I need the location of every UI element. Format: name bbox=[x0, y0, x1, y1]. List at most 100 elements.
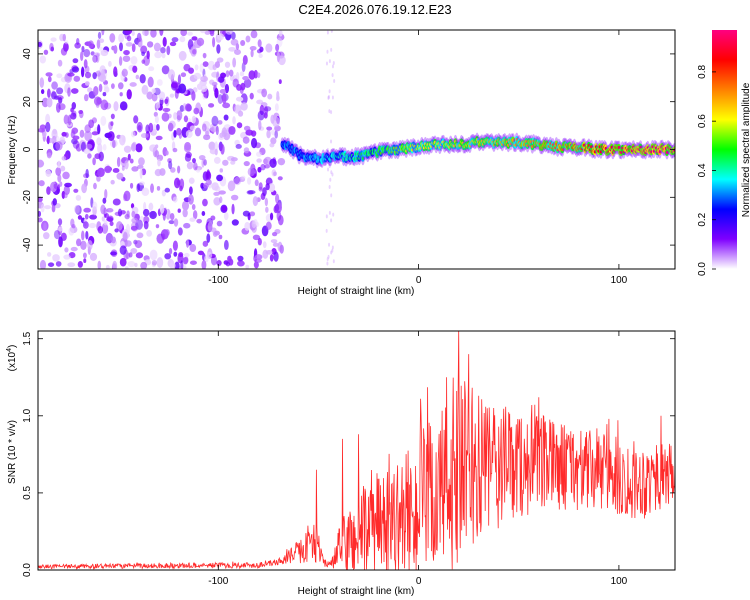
spectrogram-noise-cell bbox=[253, 69, 258, 79]
spectrogram-noise-cell bbox=[209, 148, 218, 155]
spectrogram-noise-cell bbox=[212, 36, 216, 48]
spectrogram-noise-cell bbox=[100, 115, 107, 126]
spectrogram-noise-cell bbox=[108, 60, 112, 67]
spectrogram-noise-cell bbox=[140, 45, 148, 54]
spectrogram-noise-cell bbox=[116, 156, 121, 168]
spectrogram-noise-cell bbox=[227, 180, 236, 192]
spectrogram-noise-cell bbox=[247, 177, 252, 185]
spectrogram-noise-cell bbox=[183, 252, 190, 258]
spectrogram-noise-cell bbox=[183, 144, 192, 153]
spectrogram-noise-cell bbox=[253, 261, 259, 269]
spectrogram-noise-cell bbox=[129, 82, 137, 87]
spectrogram-noise-cell bbox=[329, 177, 332, 182]
spectrogram-noise-cell bbox=[83, 258, 87, 263]
spectrogram-noise-cell bbox=[62, 33, 67, 42]
spectrogram-noise-cell bbox=[93, 182, 97, 190]
spectrogram-noise-cell bbox=[252, 234, 261, 241]
spectrogram-noise-cell bbox=[67, 262, 76, 268]
spectrogram-noise-cell bbox=[73, 188, 79, 193]
spectrogram-panel: -100 0 100 -40 -20 0 20 40 Height of straight … bbox=[7, 29, 676, 297]
spectrogram-noise-cell bbox=[262, 187, 267, 197]
spectrogram-noise-cell bbox=[154, 115, 159, 124]
spectrogram-noise-cell bbox=[219, 196, 223, 204]
spectrogram-noise-cell bbox=[98, 83, 103, 93]
spectrogram-noise-cell bbox=[83, 93, 89, 102]
spectrogram-noise-cell bbox=[74, 205, 80, 214]
spectrogram-noise-cell bbox=[131, 30, 135, 36]
spectrogram-noise-cell bbox=[232, 116, 236, 125]
spectrogram-noise-cell bbox=[330, 30, 333, 33]
spectrogram-noise-cell bbox=[330, 170, 333, 175]
spectrogram-noise-cell bbox=[138, 157, 145, 166]
spectrogram-noise-cell bbox=[233, 176, 242, 186]
spectrogram-noise-cell bbox=[178, 252, 184, 258]
spectrogram-noise-cell bbox=[177, 165, 181, 174]
spectrogram-noise-cell bbox=[142, 208, 150, 217]
spectrogram-noise-cell bbox=[149, 144, 157, 152]
spectrogram-noise-cell bbox=[136, 232, 144, 239]
spectrogram-ridge-core bbox=[410, 148, 414, 152]
spectrogram-noise-cell bbox=[97, 31, 102, 39]
spectrogram-noise-cell bbox=[155, 224, 160, 229]
spectrogram-noise-cell bbox=[327, 254, 330, 259]
spectrogram-noise-cell bbox=[162, 210, 166, 221]
spectrogram-noise-cell bbox=[102, 143, 107, 151]
colorbar-tick-label: 0.4 bbox=[697, 163, 708, 177]
spectrogram-noise-cell bbox=[250, 130, 257, 137]
spectrogram-noise-cell bbox=[242, 136, 250, 144]
spectrogram-noise-cell bbox=[110, 179, 115, 185]
spectrogram-noise-cell bbox=[148, 202, 154, 211]
spectrogram-noise-cell bbox=[110, 251, 117, 256]
spectrogram-noise-cell bbox=[47, 88, 51, 99]
spectrogram-noise-cell bbox=[191, 115, 197, 124]
spectrogram-noise-cell bbox=[202, 61, 209, 67]
spectrogram-noise-cell bbox=[254, 179, 259, 187]
spectrogram-noise-cell bbox=[249, 92, 254, 100]
spectrogram-noise-cell bbox=[167, 69, 176, 80]
spectrogram-noise-cell bbox=[137, 164, 144, 169]
spectrogram-ridge-core bbox=[514, 143, 517, 147]
spectrogram-noise-cell bbox=[150, 183, 154, 194]
spectrogram-noise-cell bbox=[161, 65, 170, 75]
spectrogram-noise-cell bbox=[155, 144, 159, 149]
spectrogram-noise-cell bbox=[155, 124, 160, 131]
spectrogram-noise-cell bbox=[217, 94, 223, 104]
spectrogram-noise-cell bbox=[96, 175, 101, 182]
spectrogram-noise-cell bbox=[266, 129, 271, 139]
spectrogram-noise-cell bbox=[83, 207, 91, 213]
spectrogram-noise-cell bbox=[118, 33, 125, 43]
spectrogram-y-tick-label: -20 bbox=[22, 190, 33, 205]
spectrogram-noise-cell bbox=[169, 262, 176, 269]
spectrogram-noise-cell bbox=[173, 177, 181, 189]
spectrogram-noise-cell bbox=[113, 66, 118, 77]
spectrogram-noise-cell bbox=[178, 50, 187, 61]
spectrogram-noise-cell bbox=[221, 127, 228, 138]
spectrogram-noise-cell bbox=[330, 193, 333, 198]
spectrogram-noise-cell bbox=[234, 49, 242, 56]
spectrogram-noise-cell bbox=[123, 190, 131, 202]
spectrogram-noise-cell bbox=[277, 176, 283, 181]
spectrogram-noise-cell bbox=[331, 245, 334, 250]
spectrogram-noise-cell bbox=[230, 31, 236, 40]
spectrogram-noise-cell bbox=[149, 249, 158, 261]
spectrogram-noise-cell bbox=[202, 240, 209, 247]
spectrogram-ridge-core bbox=[404, 149, 408, 153]
spectrogram-noise-cell bbox=[174, 89, 179, 99]
spectrogram-noise-cell bbox=[256, 72, 261, 78]
snr-multiplier-label: (x104) bbox=[6, 345, 18, 372]
spectrogram-noise-cell bbox=[169, 212, 175, 221]
spectrogram-noise-cell bbox=[193, 107, 200, 115]
spectrogram-noise-cell bbox=[211, 115, 219, 127]
spectrogram-noise-cell bbox=[177, 74, 182, 85]
spectrogram-noise-cell bbox=[330, 218, 333, 223]
spectrogram-noise-cell bbox=[225, 30, 233, 35]
spectrogram-noise-cell bbox=[134, 262, 138, 268]
spectrogram-noise-cell bbox=[135, 252, 144, 259]
spectrogram-noise-cell bbox=[165, 150, 169, 156]
spectrogram-noise-cell bbox=[263, 112, 268, 119]
spectrogram-noise-cell bbox=[274, 103, 279, 112]
spectrogram-noise-cell bbox=[53, 183, 61, 190]
spectrogram-noise-cell bbox=[331, 172, 334, 177]
spectrogram-noise-cell bbox=[138, 41, 143, 48]
spectrogram-noise-cell bbox=[188, 177, 195, 184]
